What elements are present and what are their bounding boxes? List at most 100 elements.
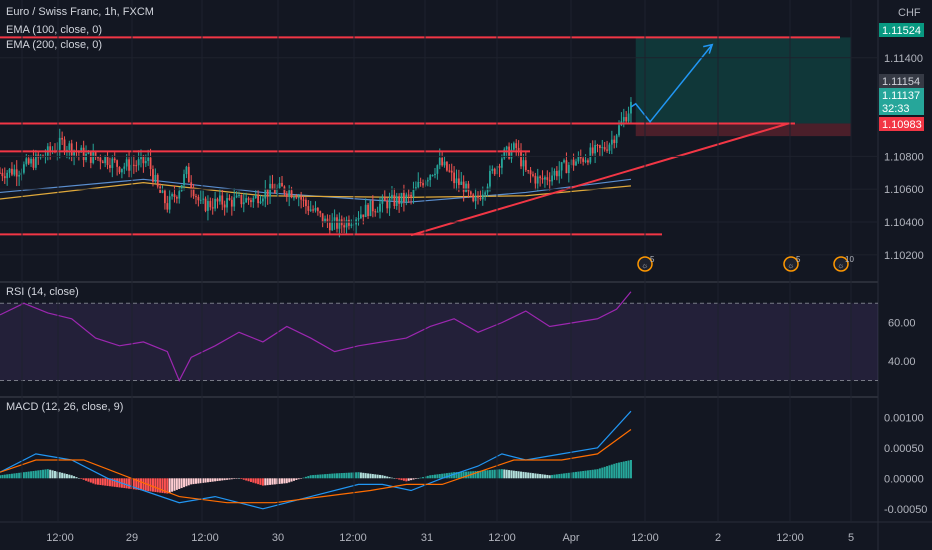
- macd-histogram-bar[interactable]: [433, 474, 436, 479]
- candle-body[interactable]: [49, 146, 52, 152]
- macd-histogram-bar[interactable]: [1, 474, 4, 479]
- candle-body[interactable]: [386, 200, 389, 209]
- macd-histogram-bar[interactable]: [517, 471, 520, 479]
- candle-body[interactable]: [434, 173, 436, 176]
- macd-histogram-bar[interactable]: [405, 478, 408, 482]
- macd-histogram-bar[interactable]: [510, 470, 513, 479]
- candle-body[interactable]: [8, 168, 11, 173]
- candle-body[interactable]: [61, 137, 64, 140]
- candle-body[interactable]: [587, 160, 589, 163]
- candle-body[interactable]: [82, 147, 85, 161]
- candle-body[interactable]: [388, 198, 391, 209]
- candle-body[interactable]: [152, 169, 154, 182]
- candle-body[interactable]: [281, 182, 283, 187]
- candle-body[interactable]: [202, 198, 205, 200]
- macd-histogram-bar[interactable]: [185, 478, 188, 487]
- candle-body[interactable]: [187, 166, 190, 183]
- macd-histogram-bar[interactable]: [508, 470, 511, 479]
- candle-body[interactable]: [436, 165, 439, 174]
- candle-body[interactable]: [398, 196, 401, 204]
- macd-histogram-bar[interactable]: [551, 474, 554, 479]
- macd-histogram-bar[interactable]: [472, 471, 475, 479]
- candle-body[interactable]: [350, 224, 353, 226]
- macd-histogram-bar[interactable]: [85, 478, 88, 481]
- macd-histogram-bar[interactable]: [534, 473, 537, 479]
- macd-histogram-bar[interactable]: [371, 474, 374, 479]
- currency-label[interactable]: CHF: [898, 7, 921, 19]
- candle-body[interactable]: [309, 209, 312, 211]
- rsi-legend[interactable]: RSI (14, close): [6, 286, 79, 298]
- candle-body[interactable]: [314, 208, 317, 211]
- candle-body[interactable]: [594, 144, 597, 154]
- macd-histogram-bar[interactable]: [417, 478, 420, 479]
- candle-body[interactable]: [414, 187, 417, 190]
- candle-body[interactable]: [405, 194, 408, 202]
- macd-histogram-bar[interactable]: [443, 473, 446, 479]
- candle-body[interactable]: [446, 161, 448, 171]
- macd-histogram-bar[interactable]: [493, 469, 496, 479]
- macd-histogram-bar[interactable]: [625, 461, 628, 479]
- macd-histogram-bar[interactable]: [161, 478, 164, 493]
- macd-histogram-bar[interactable]: [400, 478, 403, 481]
- candle-body[interactable]: [159, 186, 162, 193]
- macd-histogram-bar[interactable]: [460, 471, 463, 479]
- candle-body[interactable]: [582, 158, 585, 162]
- candle-body[interactable]: [517, 147, 520, 151]
- candle-body[interactable]: [367, 204, 369, 216]
- macd-histogram-bar[interactable]: [374, 474, 377, 479]
- candle-body[interactable]: [539, 176, 542, 179]
- candle-body[interactable]: [508, 146, 510, 159]
- candle-body[interactable]: [307, 206, 310, 211]
- candle-body[interactable]: [316, 208, 319, 212]
- candle-body[interactable]: [400, 192, 403, 204]
- macd-histogram-bar[interactable]: [608, 465, 611, 479]
- candle-body[interactable]: [407, 194, 410, 196]
- macd-histogram-bar[interactable]: [601, 467, 604, 479]
- candle-body[interactable]: [101, 161, 104, 164]
- candle-body[interactable]: [161, 190, 164, 193]
- candle-body[interactable]: [328, 222, 331, 231]
- macd-histogram-bar[interactable]: [615, 463, 618, 479]
- candle-body[interactable]: [324, 218, 326, 223]
- macd-histogram-bar[interactable]: [586, 470, 589, 479]
- macd-histogram-bar[interactable]: [94, 478, 97, 485]
- candle-body[interactable]: [601, 147, 604, 149]
- macd-histogram-bar[interactable]: [230, 478, 233, 480]
- candle-body[interactable]: [417, 182, 420, 188]
- candle-body[interactable]: [240, 194, 243, 205]
- macd-histogram-bar[interactable]: [548, 475, 551, 479]
- candle-body[interactable]: [622, 117, 625, 122]
- macd-histogram-bar[interactable]: [51, 470, 54, 479]
- macd-histogram-bar[interactable]: [491, 469, 494, 479]
- macd-histogram-bar[interactable]: [238, 478, 240, 479]
- macd-histogram-bar[interactable]: [407, 478, 410, 481]
- macd-histogram-bar[interactable]: [572, 472, 575, 479]
- candle-body[interactable]: [503, 149, 506, 159]
- macd-histogram-bar[interactable]: [629, 460, 632, 479]
- candle-body[interactable]: [379, 203, 381, 212]
- candle-body[interactable]: [625, 117, 628, 122]
- macd-histogram-bar[interactable]: [156, 478, 159, 493]
- candle-body[interactable]: [491, 168, 494, 171]
- candle-body[interactable]: [610, 139, 613, 145]
- event-marker[interactable]: ☼ 10: [833, 255, 854, 272]
- ema100-legend[interactable]: EMA (100, close, 0): [6, 24, 102, 36]
- macd-histogram-bar[interactable]: [283, 478, 286, 484]
- macd-histogram-bar[interactable]: [324, 474, 327, 479]
- macd-histogram-bar[interactable]: [398, 478, 401, 480]
- macd-pane[interactable]: [0, 410, 632, 510]
- candle-body[interactable]: [532, 174, 534, 176]
- candle-body[interactable]: [135, 165, 138, 167]
- candle-body[interactable]: [472, 194, 475, 202]
- macd-histogram-bar[interactable]: [99, 478, 102, 486]
- macd-histogram-bar[interactable]: [304, 476, 307, 479]
- macd-histogram-bar[interactable]: [240, 478, 243, 480]
- macd-histogram-bar[interactable]: [603, 466, 606, 479]
- candle-body[interactable]: [252, 197, 255, 203]
- candle-body[interactable]: [140, 155, 142, 160]
- candle-body[interactable]: [80, 147, 83, 153]
- candle-body[interactable]: [312, 209, 314, 211]
- candle-body[interactable]: [357, 218, 360, 220]
- macd-histogram-bar[interactable]: [271, 478, 274, 485]
